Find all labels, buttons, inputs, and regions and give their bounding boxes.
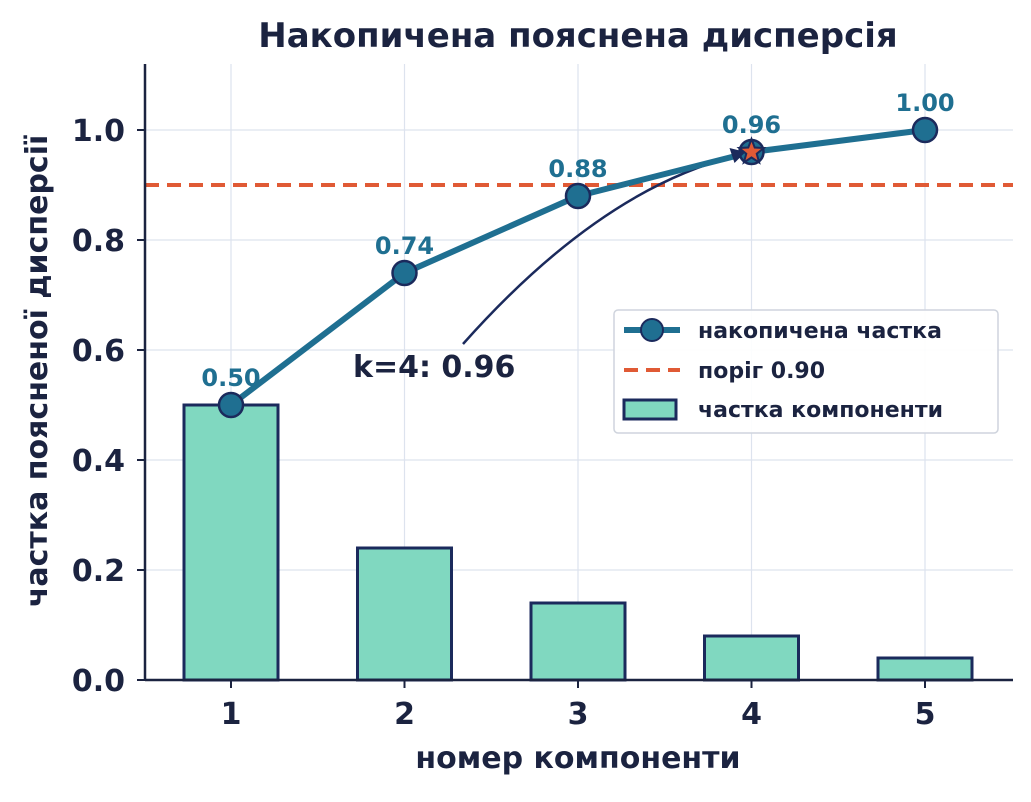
legend: накопичена частка поріг 0.90 частка комп… <box>613 309 999 434</box>
bar-4 <box>703 634 800 682</box>
bar-2 <box>356 546 453 682</box>
data-label-1: 0.50 <box>201 364 260 392</box>
bar-5 <box>876 656 974 682</box>
cumulative-point-2 <box>391 259 418 287</box>
legend-bar-swatch <box>622 398 678 421</box>
y-tick-label-2: 0.4 <box>72 444 125 479</box>
annotation-arrow-head <box>729 148 746 163</box>
data-label-2: 0.74 <box>375 232 434 260</box>
y-tick-label-4: 0.8 <box>72 224 125 259</box>
bar-layer <box>182 403 974 682</box>
y-tick-label-1: 0.2 <box>72 554 125 589</box>
legend-label-cumulative: накопичена частка <box>698 319 942 344</box>
x-tick-label-0: 1 <box>221 697 242 732</box>
bar-1 <box>182 403 280 682</box>
x-tick-label-4: 5 <box>915 697 936 732</box>
tick-layer: 0.0 0.2 0.4 0.6 0.8 1.0 1 2 3 4 5 <box>72 114 936 732</box>
cumulative-point-3 <box>564 182 592 210</box>
annotation-star-marker <box>736 136 767 165</box>
x-tick-label-2: 3 <box>568 697 589 732</box>
y-tick-label-0: 0.0 <box>72 664 125 699</box>
line-layer <box>217 116 939 419</box>
bar-3 <box>529 601 627 682</box>
legend-frame <box>613 309 999 434</box>
data-label-4: 0.96 <box>722 111 781 139</box>
legend-line-marker <box>640 318 664 342</box>
annotation-text: k=4: 0.96 <box>353 350 515 385</box>
data-label-3: 0.88 <box>548 155 607 183</box>
cumulative-point-5 <box>911 116 939 144</box>
x-axis-label: номер компоненти <box>415 741 740 776</box>
chart-title: Накопичена пояснена дисперсія <box>258 16 897 56</box>
cumulative-point-1 <box>217 391 245 419</box>
y-tick-label-3: 0.6 <box>72 334 125 369</box>
legend-label-component: частка компоненти <box>698 398 943 423</box>
x-tick-label-3: 4 <box>741 697 762 732</box>
legend-label-threshold: поріг 0.90 <box>698 359 825 384</box>
x-tick-label-1: 2 <box>394 697 415 732</box>
data-label-5: 1.00 <box>895 89 954 117</box>
y-axis-label: частка поясненої дисперсії <box>20 135 55 608</box>
grid-layer <box>145 64 1013 681</box>
y-tick-label-5: 1.0 <box>72 114 125 149</box>
label-layer: 0.50 0.74 0.88 0.96 1.00 <box>201 89 954 392</box>
